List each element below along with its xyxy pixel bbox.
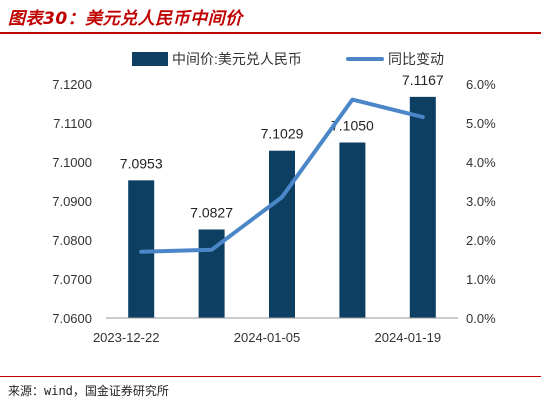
- bar-data-label: 7.1050: [331, 118, 374, 134]
- y-right-tick-label: 4.0%: [466, 155, 496, 170]
- x-tick-label: 2024-01-19: [375, 330, 442, 345]
- y-left-tick-label: 7.0600: [52, 311, 92, 326]
- bar-data-label: 7.0953: [120, 155, 163, 171]
- y-right-tick-label: 6.0%: [466, 77, 496, 92]
- y-left-tick-label: 7.1200: [52, 77, 92, 92]
- y-right-tick-label: 2.0%: [466, 233, 496, 248]
- y-left-tick-label: 7.0900: [52, 194, 92, 209]
- legend-label-line: 同比变动: [388, 51, 444, 67]
- y-left-tick-label: 7.1100: [53, 116, 92, 131]
- bar-2024-01-05: [269, 150, 295, 318]
- bar-data-label: 7.0827: [190, 204, 233, 220]
- x-tick-label: 2024-01-05: [234, 330, 301, 345]
- y-right-tick-label: 1.0%: [466, 272, 496, 287]
- source-note: 来源：wind，国金证券研究所: [8, 384, 169, 398]
- y-left-tick-label: 7.0800: [52, 233, 92, 248]
- legend-swatch-bar: [132, 52, 168, 66]
- yoy-change-line: [139, 97, 425, 254]
- bar-data-label: 7.1029: [261, 126, 304, 142]
- legend-label-bar: 中间价:美元兑人民币: [172, 51, 302, 67]
- bar-2023-12-22: [128, 180, 155, 318]
- title-divider: [0, 32, 541, 34]
- y-left-tick-label: 7.1000: [52, 155, 92, 170]
- x-tick-label: 2023-12-22: [93, 330, 160, 345]
- source-divider: [0, 376, 541, 377]
- figure-title-bar: 图表30：美元兑人民币中间价: [0, 0, 541, 34]
- y-right-tick-label: 5.0%: [466, 116, 496, 131]
- bar-data-label: 7.1167: [402, 72, 444, 88]
- bar-2024-01-19: [409, 96, 436, 318]
- figure-title: 图表30：美元兑人民币中间价: [8, 9, 243, 29]
- y-right-tick-label: 0.0%: [466, 311, 496, 326]
- y-right-tick-label: 3.0%: [466, 194, 496, 209]
- y-left-tick-label: 7.0700: [52, 272, 92, 287]
- bar-2024-01-12: [339, 142, 366, 318]
- exchange-rate-chart: 7.0600 7.0700 7.0800 7.0900 7.1000 7.1100 7.12…: [52, 51, 496, 345]
